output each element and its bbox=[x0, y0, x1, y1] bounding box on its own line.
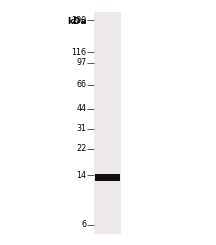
Text: kDa: kDa bbox=[67, 17, 86, 26]
Text: 116: 116 bbox=[71, 48, 86, 57]
Text: 200: 200 bbox=[71, 16, 86, 25]
Text: 97: 97 bbox=[76, 58, 86, 67]
Text: 14: 14 bbox=[76, 171, 86, 180]
Text: 66: 66 bbox=[76, 80, 86, 89]
Text: 44: 44 bbox=[76, 104, 86, 113]
Bar bbox=[95, 174, 120, 181]
Text: 22: 22 bbox=[76, 145, 86, 153]
Text: 6: 6 bbox=[81, 220, 86, 229]
Text: 31: 31 bbox=[76, 124, 86, 134]
